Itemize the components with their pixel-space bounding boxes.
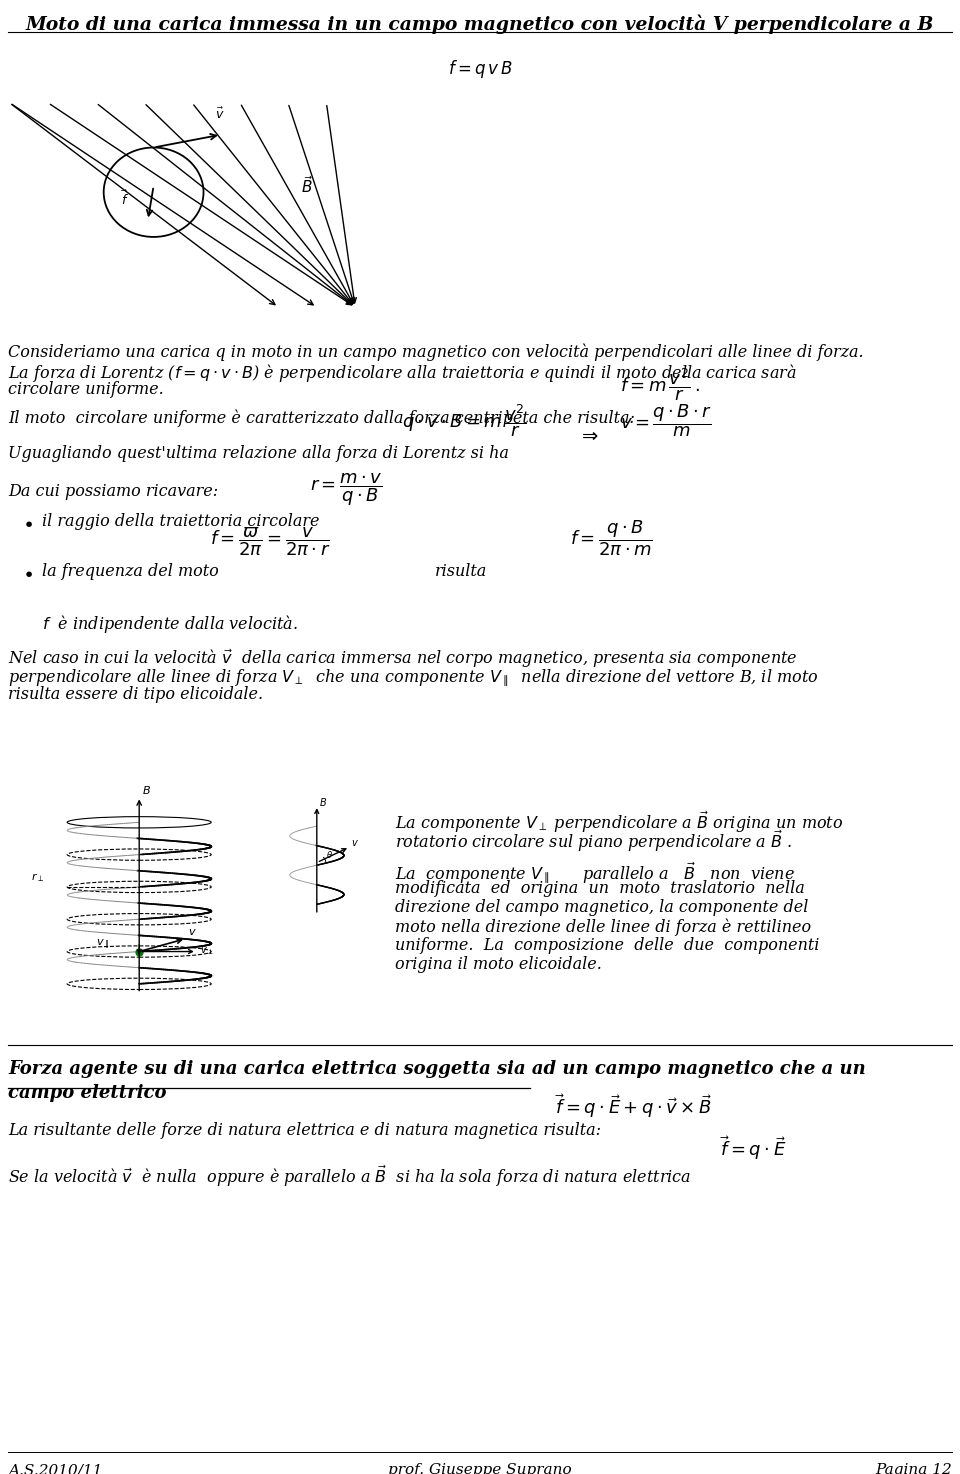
Text: $\bullet$: $\bullet$	[22, 513, 33, 532]
Text: moto nella direzione delle linee di forza è rettilineo: moto nella direzione delle linee di forz…	[395, 918, 811, 936]
Text: B: B	[320, 797, 326, 808]
Text: la frequenza del moto: la frequenza del moto	[42, 563, 219, 579]
Text: direzione del campo magnetico, la componente del: direzione del campo magnetico, la compon…	[395, 899, 808, 915]
Text: il raggio della traiettoria circolare: il raggio della traiettoria circolare	[42, 513, 320, 531]
Text: $f$  è indipendente dalla velocità.: $f$ è indipendente dalla velocità.	[42, 613, 298, 635]
Text: $r_\perp$: $r_\perp$	[31, 871, 44, 884]
Text: Moto di una carica immessa in un campo magnetico con velocità V perpendicolare a: Moto di una carica immessa in un campo m…	[26, 13, 934, 34]
Text: La risultante delle forze di natura elettrica e di natura magnetica risulta:: La risultante delle forze di natura elet…	[8, 1122, 601, 1139]
Text: Uguagliando quest'ultima relazione alla forza di Lorentz si ha: Uguagliando quest'ultima relazione alla …	[8, 445, 509, 461]
Text: $v_\perp$: $v_\perp$	[201, 946, 214, 958]
Text: v: v	[351, 837, 357, 848]
Text: Nel caso in cui la velocità $\vec{v}$  della carica immersa nel corpo magnetico,: Nel caso in cui la velocità $\vec{v}$ de…	[8, 649, 798, 671]
Text: A.S.2010/11: A.S.2010/11	[8, 1464, 103, 1474]
Text: $\vec{v}$: $\vec{v}$	[215, 106, 225, 122]
Text: Pagina 12: Pagina 12	[876, 1464, 952, 1474]
Text: v: v	[188, 927, 195, 937]
Text: La  componente $V_\parallel$      parallelo a   $\vec{B}$   non  viene: La componente $V_\parallel$ parallelo a …	[395, 861, 795, 886]
Text: uniforme.  La  composizione  delle  due  componenti: uniforme. La composizione delle due comp…	[395, 937, 820, 954]
Text: $\vec{f} = q \cdot \vec{E}$: $\vec{f} = q \cdot \vec{E}$	[720, 1134, 786, 1162]
Text: perpendicolare alle linee di forza $V_\perp$  che una componente $V_\parallel$  : perpendicolare alle linee di forza $V_\p…	[8, 668, 819, 688]
Text: $r = \dfrac{m \cdot v}{q \cdot B}$: $r = \dfrac{m \cdot v}{q \cdot B}$	[310, 472, 383, 509]
Text: $\Rightarrow$: $\Rightarrow$	[578, 427, 599, 445]
Text: La forza di Lorentz ($f = q \cdot v \cdot B$) è perpendicolare alla traiettoria : La forza di Lorentz ($f = q \cdot v \cdo…	[8, 363, 797, 385]
Text: $f = \dfrac{\varpi}{2\pi} = \dfrac{v}{2\pi \cdot r}$: $f = \dfrac{\varpi}{2\pi} = \dfrac{v}{2\…	[210, 525, 330, 559]
Text: campo elettrico: campo elettrico	[8, 1083, 166, 1103]
Text: $v = \dfrac{q \cdot B \cdot r}{m}$: $v = \dfrac{q \cdot B \cdot r}{m}$	[620, 402, 712, 439]
Text: $\vec{B}$: $\vec{B}$	[301, 175, 314, 196]
Text: Il moto  circolare uniforme è caratterizzato dalla forza centripeta che risulta:: Il moto circolare uniforme è caratterizz…	[8, 408, 635, 426]
Text: $q \cdot v \cdot B = m\,\dfrac{v^2}{r}$: $q \cdot v \cdot B = m\,\dfrac{v^2}{r}$	[402, 402, 526, 439]
Text: $f = q\,v\,B$: $f = q\,v\,B$	[447, 57, 513, 80]
Text: circolare uniforme.: circolare uniforme.	[8, 380, 164, 398]
Text: $\vec{f}$: $\vec{f}$	[121, 190, 129, 208]
Text: B: B	[143, 787, 151, 796]
Text: modificata  ed  origina  un  moto  traslatorio  nella: modificata ed origina un moto traslatori…	[395, 880, 804, 898]
Text: origina il moto elicoidale.: origina il moto elicoidale.	[395, 957, 602, 973]
Text: prof. Giuseppe Suprano: prof. Giuseppe Suprano	[388, 1464, 572, 1474]
Text: risulta: risulta	[435, 563, 488, 579]
Text: Se la velocità $\vec{v}$  è nulla  oppure è parallelo a $\vec{B}$  si ha la sola: Se la velocità $\vec{v}$ è nulla oppure …	[8, 1164, 691, 1190]
Text: rotatorio circolare sul piano perpendicolare a $\vec{B}$ .: rotatorio circolare sul piano perpendico…	[395, 828, 792, 855]
Text: $\bullet$: $\bullet$	[22, 563, 33, 582]
Text: Da cui possiamo ricavare:: Da cui possiamo ricavare:	[8, 483, 218, 500]
Text: $v_\parallel$: $v_\parallel$	[96, 937, 109, 952]
Text: risulta essere di tipo elicoidale.: risulta essere di tipo elicoidale.	[8, 685, 263, 703]
Text: La componente $V_\perp$ perpendicolare a $\vec{B}$ origina un moto: La componente $V_\perp$ perpendicolare a…	[395, 811, 843, 836]
Text: $f = m\,\dfrac{v^2}{r}\,.$: $f = m\,\dfrac{v^2}{r}\,.$	[620, 366, 700, 402]
Text: $\vec{f} = q \cdot \vec{E} + q \cdot \vec{v} \times \vec{B}$: $\vec{f} = q \cdot \vec{E} + q \cdot \ve…	[555, 1092, 712, 1120]
Text: $f = \dfrac{q \cdot B}{2\pi \cdot m}$: $f = \dfrac{q \cdot B}{2\pi \cdot m}$	[570, 519, 653, 559]
Text: Forza agente su di una carica elettrica soggetta sia ad un campo magnetico che a: Forza agente su di una carica elettrica …	[8, 1060, 866, 1077]
Text: Consideriamo una carica q in moto in un campo magnetico con velocità perpendicol: Consideriamo una carica q in moto in un …	[8, 343, 864, 361]
Text: $\theta$: $\theta$	[325, 849, 333, 861]
